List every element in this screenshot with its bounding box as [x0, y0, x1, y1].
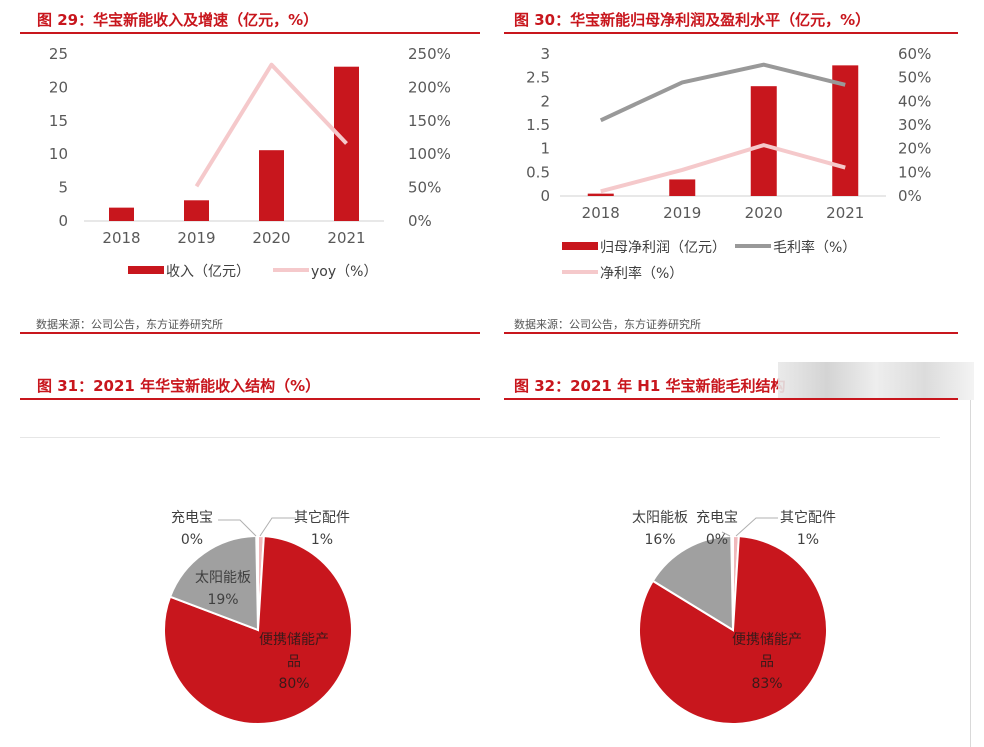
pie-label: 80%	[278, 676, 309, 692]
bar-2021	[832, 65, 859, 196]
y2-tick-label: 20%	[898, 140, 931, 158]
bar-2018	[587, 193, 614, 196]
bar-2021	[334, 66, 359, 221]
y2-tick-label: 50%	[898, 69, 931, 87]
y2-tick-label: 40%	[898, 92, 931, 110]
y-tick-label: 15	[49, 112, 68, 130]
y-tick-label: 2	[540, 92, 550, 110]
fig30-chart: 00.511.522.530%10%20%30%40%50%60%2018 201…	[526, 45, 931, 282]
legend-label: 毛利率（%）	[773, 239, 856, 256]
pie-label: 品	[287, 654, 301, 670]
pie-label: 充电宝	[171, 510, 213, 526]
x-tick-label: 2021	[826, 204, 864, 222]
y-tick-label: 2.5	[526, 69, 550, 87]
fig30-source: 数据来源：公司公告，东方证券研究所	[514, 318, 701, 331]
bar-2020	[259, 150, 284, 221]
fig32-top-rule	[504, 398, 958, 400]
bar-2019	[184, 200, 209, 221]
pie-label: 83%	[751, 676, 782, 692]
pie-slice-太阳能板	[651, 534, 735, 632]
pie-slice-太阳能板	[168, 534, 260, 632]
pie-label: 0%	[706, 532, 728, 548]
y-tick-label: 25	[49, 45, 68, 63]
y2-tick-label: 250%	[408, 45, 451, 63]
pie-label: 1%	[797, 532, 819, 548]
fig30-top-rule	[504, 32, 958, 34]
x-tick-label: 2021	[327, 229, 365, 247]
pie-label: 充电宝	[696, 510, 738, 526]
y-tick-label: 10	[49, 145, 68, 163]
line-净利率（%）	[600, 143, 846, 194]
pie-label: 其它配件	[294, 509, 350, 526]
y2-tick-label: 200%	[408, 78, 451, 96]
bar-2019	[669, 179, 696, 196]
legend-label: 净利率（%）	[600, 265, 683, 282]
y-tick-label: 1.5	[526, 116, 550, 134]
leader-line	[721, 531, 731, 537]
y-tick-label: 0	[58, 212, 68, 230]
fig29-source: 数据来源：公司公告，东方证券研究所	[36, 318, 223, 331]
bar-2020	[750, 86, 777, 196]
pie-label: 便携储能产	[732, 632, 802, 648]
pie-label: 太阳能板	[195, 570, 251, 586]
leader-line	[735, 517, 778, 537]
pie-label: 19%	[207, 592, 238, 608]
fig29-title: 图 29：华宝新能收入及增速（亿元，%）	[37, 11, 319, 29]
y2-tick-label: 30%	[898, 116, 931, 134]
line-毛利率（%）	[599, 62, 846, 123]
bar-2018	[109, 207, 134, 221]
fig31-title: 图 31：2021 年华宝新能收入结构（%）	[37, 377, 321, 395]
leader-line	[218, 519, 257, 537]
pie-label: 太阳能板	[632, 510, 688, 526]
fig30-bottom-rule	[504, 332, 958, 334]
fig30-title: 图 30：华宝新能归母净利润及盈利水平（亿元，%）	[514, 11, 871, 29]
y-tick-label: 1	[540, 140, 550, 158]
x-tick-label: 2020	[252, 229, 290, 247]
x-tick-label: 2019	[663, 204, 701, 222]
legend-swatch	[128, 266, 164, 274]
pie-label: 1%	[311, 532, 333, 548]
legend-label: 收入（亿元）	[166, 264, 250, 280]
y2-tick-label: 0%	[898, 187, 922, 205]
pie-label: 便携储能产	[259, 632, 329, 648]
legend-label: yoy（%）	[311, 264, 377, 280]
pie-label: 16%	[644, 532, 675, 548]
y2-tick-label: 50%	[408, 179, 441, 197]
line-yoy（%）	[194, 62, 348, 188]
y-tick-label: 20	[49, 78, 68, 96]
y2-tick-label: 60%	[898, 45, 931, 63]
y-tick-label: 0	[540, 187, 550, 205]
y2-tick-label: 0%	[408, 212, 432, 230]
x-tick-label: 2018	[582, 204, 620, 222]
fig29-top-rule	[20, 32, 480, 34]
x-tick-label: 2018	[102, 229, 140, 247]
fig29-bottom-rule	[20, 332, 480, 334]
redacted-watermark	[778, 362, 974, 400]
page-edge-line	[970, 400, 971, 747]
pie-label: 其它配件	[780, 509, 836, 526]
pie-label: 0%	[181, 532, 203, 548]
x-tick-label: 2019	[177, 229, 215, 247]
divider-line	[20, 437, 940, 438]
leader-line	[259, 517, 296, 537]
fig32-title: 图 32：2021 年 H1 华宝新能毛利结构	[514, 377, 786, 395]
y2-tick-label: 10%	[898, 163, 931, 181]
x-tick-label: 2020	[745, 204, 783, 222]
y2-tick-label: 100%	[408, 145, 451, 163]
fig31-top-rule	[20, 398, 480, 400]
y2-tick-label: 150%	[408, 112, 451, 130]
y-tick-label: 5	[58, 179, 68, 197]
y-tick-label: 3	[540, 45, 550, 63]
pie-label: 品	[760, 654, 774, 670]
y-tick-label: 0.5	[526, 163, 550, 181]
legend-label: 归母净利润（亿元）	[600, 239, 726, 256]
legend-swatch	[562, 242, 598, 250]
